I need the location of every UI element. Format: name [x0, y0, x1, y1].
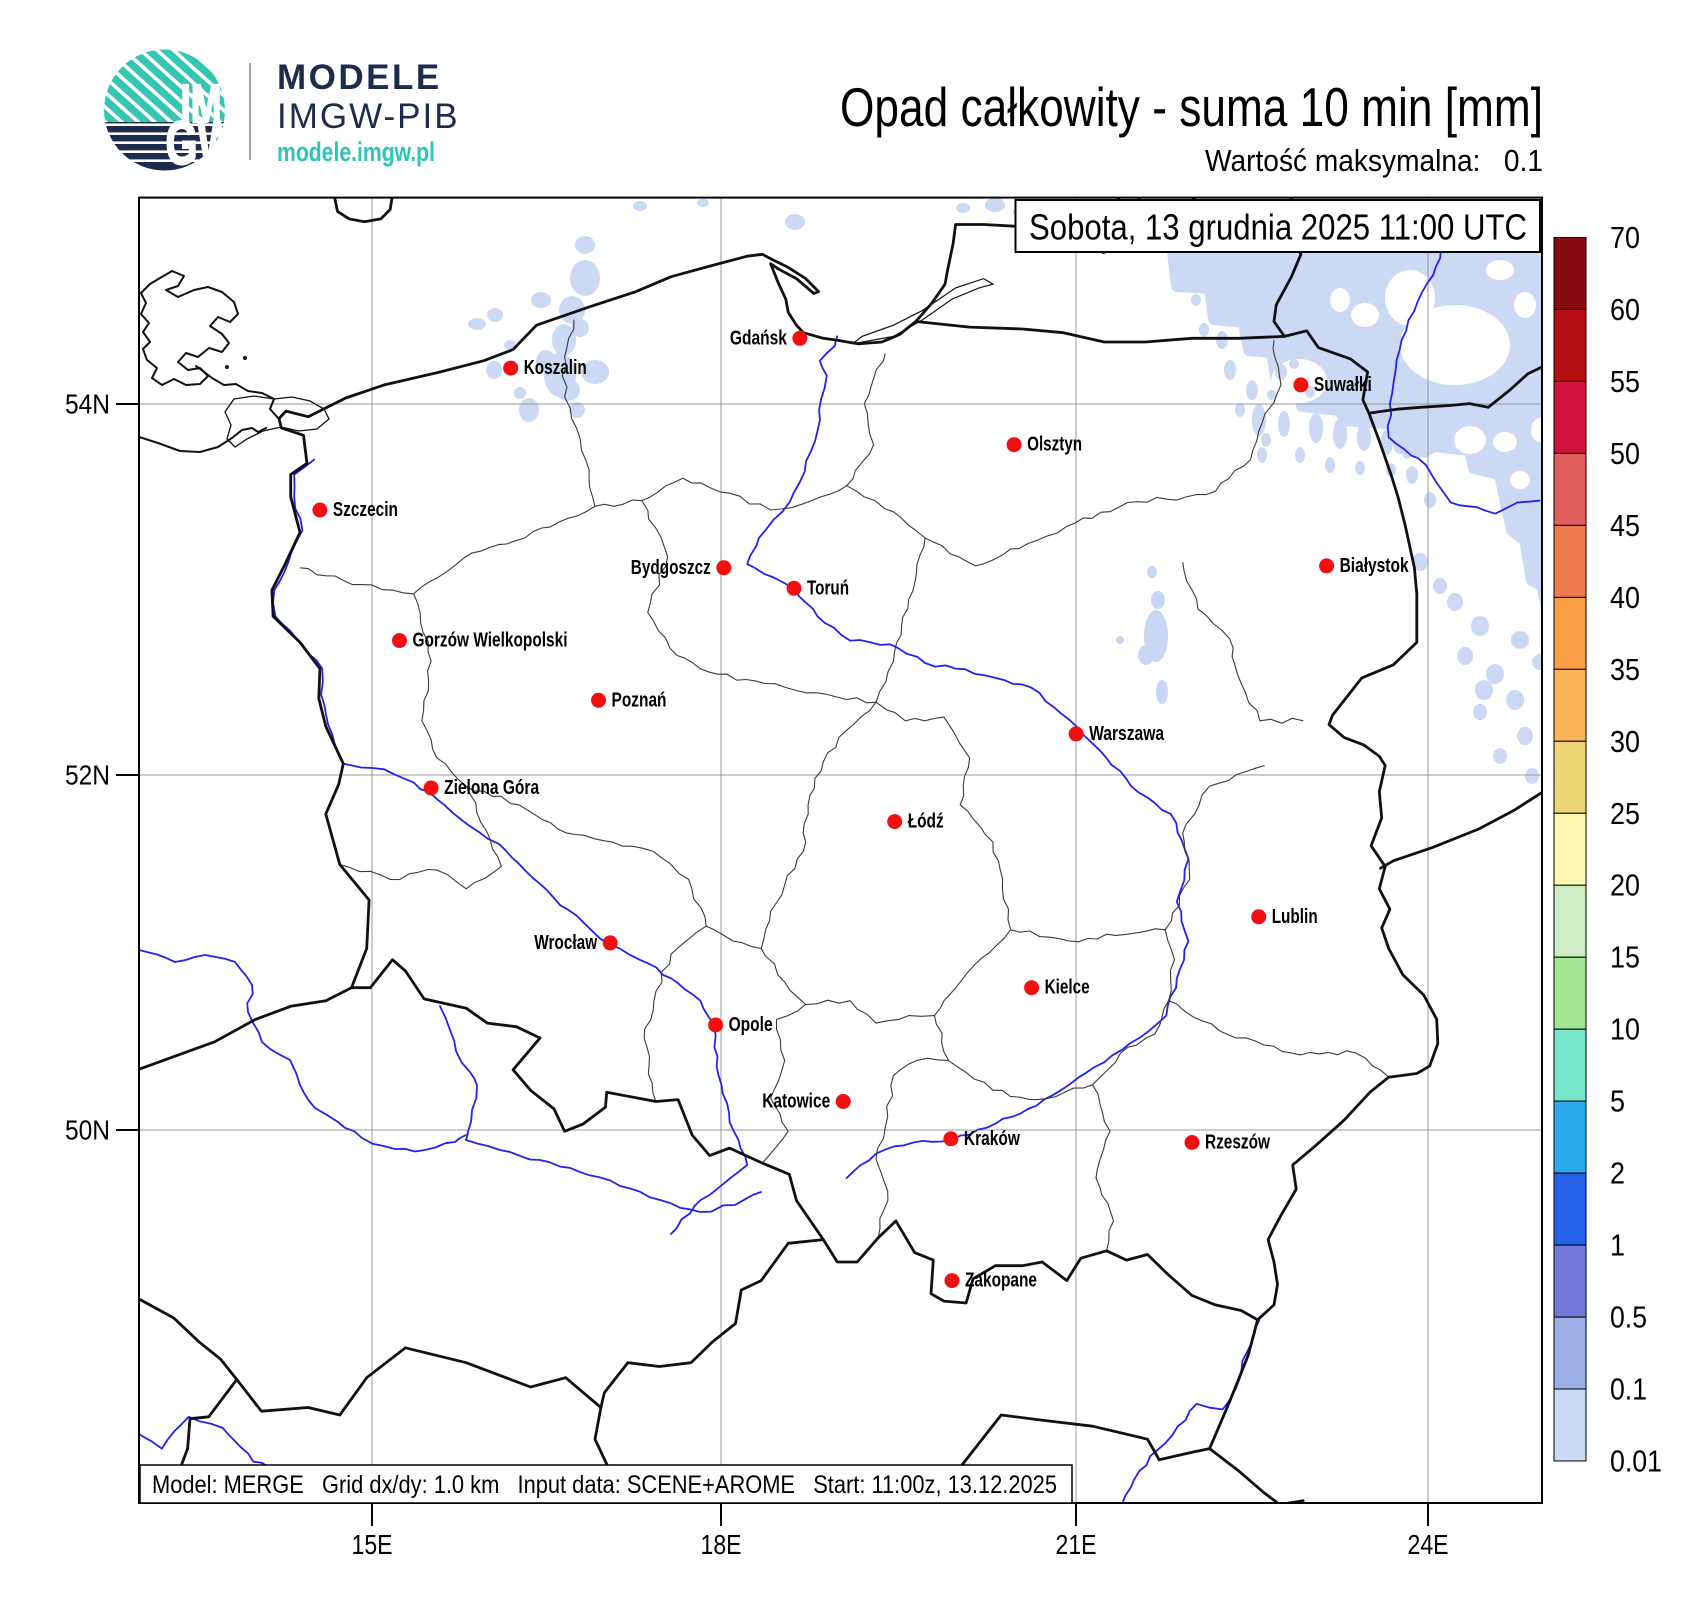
svg-text:52N: 52N — [65, 760, 110, 791]
svg-text:2: 2 — [1610, 1156, 1625, 1191]
svg-text:15E: 15E — [352, 1529, 393, 1560]
svg-text:Koszalin: Koszalin — [524, 357, 587, 379]
svg-text:Łódź: Łódź — [908, 811, 944, 833]
svg-text:54N: 54N — [65, 389, 110, 420]
svg-text:Model: MERGE Grid dx/dy: 1.0: Model: MERGE Grid dx/dy: 1.0 km Input da… — [152, 1471, 1057, 1499]
svg-text:Kielce: Kielce — [1045, 977, 1090, 999]
svg-text:5: 5 — [1610, 1084, 1625, 1119]
svg-text:15: 15 — [1610, 940, 1640, 975]
svg-text:Bydgoszcz: Bydgoszcz — [631, 557, 711, 579]
svg-text:IM: IM — [181, 74, 222, 134]
svg-text:Szczecin: Szczecin — [333, 499, 398, 521]
svg-text:Białystok: Białystok — [1340, 555, 1410, 577]
svg-text:Wartość maksymalna: 0.1: Wartość maksymalna: 0.1 — [1205, 143, 1543, 178]
svg-text:Rzeszów: Rzeszów — [1205, 1132, 1270, 1154]
svg-text:Gorzów Wielkopolski: Gorzów Wielkopolski — [413, 630, 568, 652]
svg-text:Toruń: Toruń — [807, 577, 849, 599]
svg-text:70: 70 — [1610, 220, 1640, 255]
svg-text:35: 35 — [1610, 652, 1640, 687]
svg-text:Lublin: Lublin — [1272, 906, 1318, 928]
svg-text:50N: 50N — [65, 1115, 110, 1146]
svg-text:Poznań: Poznań — [612, 689, 667, 711]
svg-text:24E: 24E — [1408, 1529, 1449, 1560]
svg-text:18E: 18E — [701, 1529, 742, 1560]
svg-text:Kraków: Kraków — [964, 1128, 1020, 1150]
svg-text:modele.imgw.pl: modele.imgw.pl — [277, 137, 435, 167]
svg-text:Zakopane: Zakopane — [965, 1270, 1037, 1292]
svg-text:Gdańsk: Gdańsk — [730, 327, 788, 349]
svg-text:45: 45 — [1610, 508, 1640, 543]
svg-text:Opole: Opole — [729, 1014, 773, 1036]
svg-text:Opad całkowity - suma 10 min [: Opad całkowity - suma 10 min [mm] — [840, 76, 1543, 138]
svg-text:Warszawa: Warszawa — [1089, 723, 1165, 745]
svg-text:Sobota, 13 grudnia 2025 11:00: Sobota, 13 grudnia 2025 11:00 UTC — [1029, 207, 1527, 248]
svg-text:0.01: 0.01 — [1610, 1444, 1662, 1479]
svg-text:10: 10 — [1610, 1012, 1640, 1047]
svg-text:40: 40 — [1610, 580, 1640, 615]
svg-text:Zielona Góra: Zielona Góra — [444, 777, 540, 799]
svg-text:Wrocław: Wrocław — [534, 932, 597, 954]
svg-text:0.5: 0.5 — [1610, 1300, 1647, 1335]
svg-text:21E: 21E — [1056, 1529, 1097, 1560]
svg-text:25: 25 — [1610, 796, 1640, 831]
svg-text:MODELE: MODELE — [277, 58, 442, 97]
svg-text:Suwałki: Suwałki — [1314, 374, 1372, 396]
svg-text:60: 60 — [1610, 292, 1640, 327]
svg-text:Katowice: Katowice — [762, 1091, 830, 1113]
svg-text:20: 20 — [1610, 868, 1640, 903]
svg-text:Olsztyn: Olsztyn — [1027, 434, 1082, 456]
svg-text:IMGW-PIB: IMGW-PIB — [277, 97, 460, 136]
svg-text:30: 30 — [1610, 724, 1640, 759]
svg-text:1: 1 — [1610, 1228, 1625, 1263]
svg-text:50: 50 — [1610, 436, 1640, 471]
svg-text:0.1: 0.1 — [1610, 1372, 1647, 1407]
svg-text:55: 55 — [1610, 364, 1640, 399]
